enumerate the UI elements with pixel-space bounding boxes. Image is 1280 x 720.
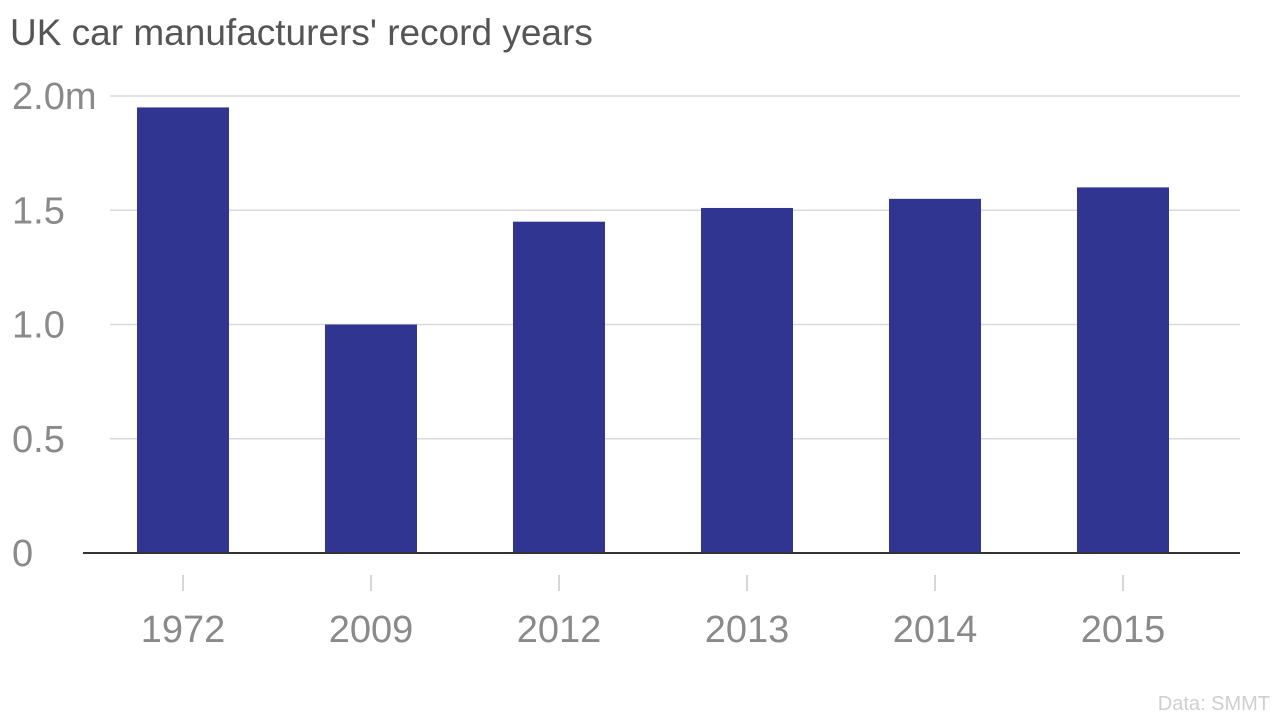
y-tick-label: 2.0m [12,76,96,118]
bar-2009 [325,324,417,553]
x-tick-label: 2013 [705,609,790,651]
y-tick-label: 1.0 [12,305,65,347]
x-axis-ticks [182,575,1124,591]
x-axis-tick-labels: 1972 2009 2012 2013 2014 2015 [141,609,1166,651]
x-tick-label: 1972 [141,609,226,651]
y-axis-tick-labels: 0 0.5 1.0 1.5 2.0m [12,76,96,575]
source-note: Data: SMMT [1157,693,1270,715]
bar-2015 [1077,187,1169,553]
bar-1972 [137,107,229,554]
y-tick-label: 0 [12,533,33,575]
bar-2014 [889,198,981,553]
x-tick-label: 2015 [1081,609,1166,651]
bars [137,107,1169,554]
bar-2012 [513,221,605,554]
x-tick-label: 2009 [329,609,414,651]
x-tick-label: 2014 [893,609,978,651]
gridlines [110,95,1240,440]
x-tick-label: 2012 [517,609,602,651]
y-tick-label: 1.5 [12,190,65,232]
chart-title: UK car manufacturers' record years [10,12,593,53]
y-tick-label: 0.5 [12,419,65,461]
bar-2013 [701,207,793,553]
